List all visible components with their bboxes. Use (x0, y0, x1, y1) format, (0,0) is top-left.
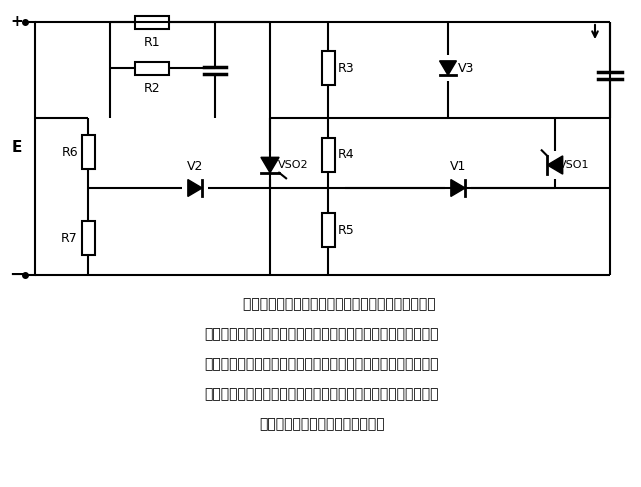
Text: E: E (12, 141, 22, 155)
Text: R7: R7 (62, 231, 78, 244)
Text: R6: R6 (62, 146, 78, 158)
Bar (135, 61, 169, 75)
Polygon shape (547, 156, 563, 174)
Bar (81, 135, 94, 169)
Text: 提高。所以设计了此图中的以相同的脉冲电流宽度、相等的脉冲: 提高。所以设计了此图中的以相同的脉冲电流宽度、相等的脉冲 (204, 387, 439, 401)
Polygon shape (261, 157, 279, 173)
Text: 所示为等脉冲式晶闸管脉冲电源的主电路。一般的晶: 所示为等脉冲式晶闸管脉冲电源的主电路。一般的晶 (208, 297, 436, 311)
Polygon shape (440, 61, 456, 75)
Bar (322, 138, 335, 172)
Text: R2: R2 (144, 82, 160, 95)
Bar (322, 51, 335, 85)
Text: R4: R4 (338, 149, 354, 162)
Text: V1: V1 (450, 160, 466, 173)
Text: +: + (11, 15, 23, 30)
Text: R1: R1 (144, 36, 160, 49)
Bar (322, 213, 335, 247)
Text: R3: R3 (338, 61, 354, 75)
Text: V2: V2 (187, 160, 203, 173)
Text: 能量进行放电加工的等脉冲电源。: 能量进行放电加工的等脉冲电源。 (259, 417, 385, 431)
Bar (135, 16, 169, 29)
Text: −: − (10, 266, 24, 284)
Polygon shape (188, 180, 202, 196)
Text: VSO1: VSO1 (559, 160, 590, 170)
Text: 闸管脉冲电源由于火花间隙击穿的时间不一，加工脉冲电流的宽: 闸管脉冲电源由于火花间隙击穿的时间不一，加工脉冲电流的宽 (204, 327, 439, 341)
Text: V3: V3 (458, 61, 474, 75)
Text: 度也不一样，随加工状态的变化而变化，影响了加工工艺指标的: 度也不一样，随加工状态的变化而变化，影响了加工工艺指标的 (204, 357, 439, 371)
Polygon shape (451, 180, 465, 196)
Text: R5: R5 (338, 224, 354, 237)
Text: VSO2: VSO2 (278, 160, 308, 170)
Bar (81, 221, 94, 255)
